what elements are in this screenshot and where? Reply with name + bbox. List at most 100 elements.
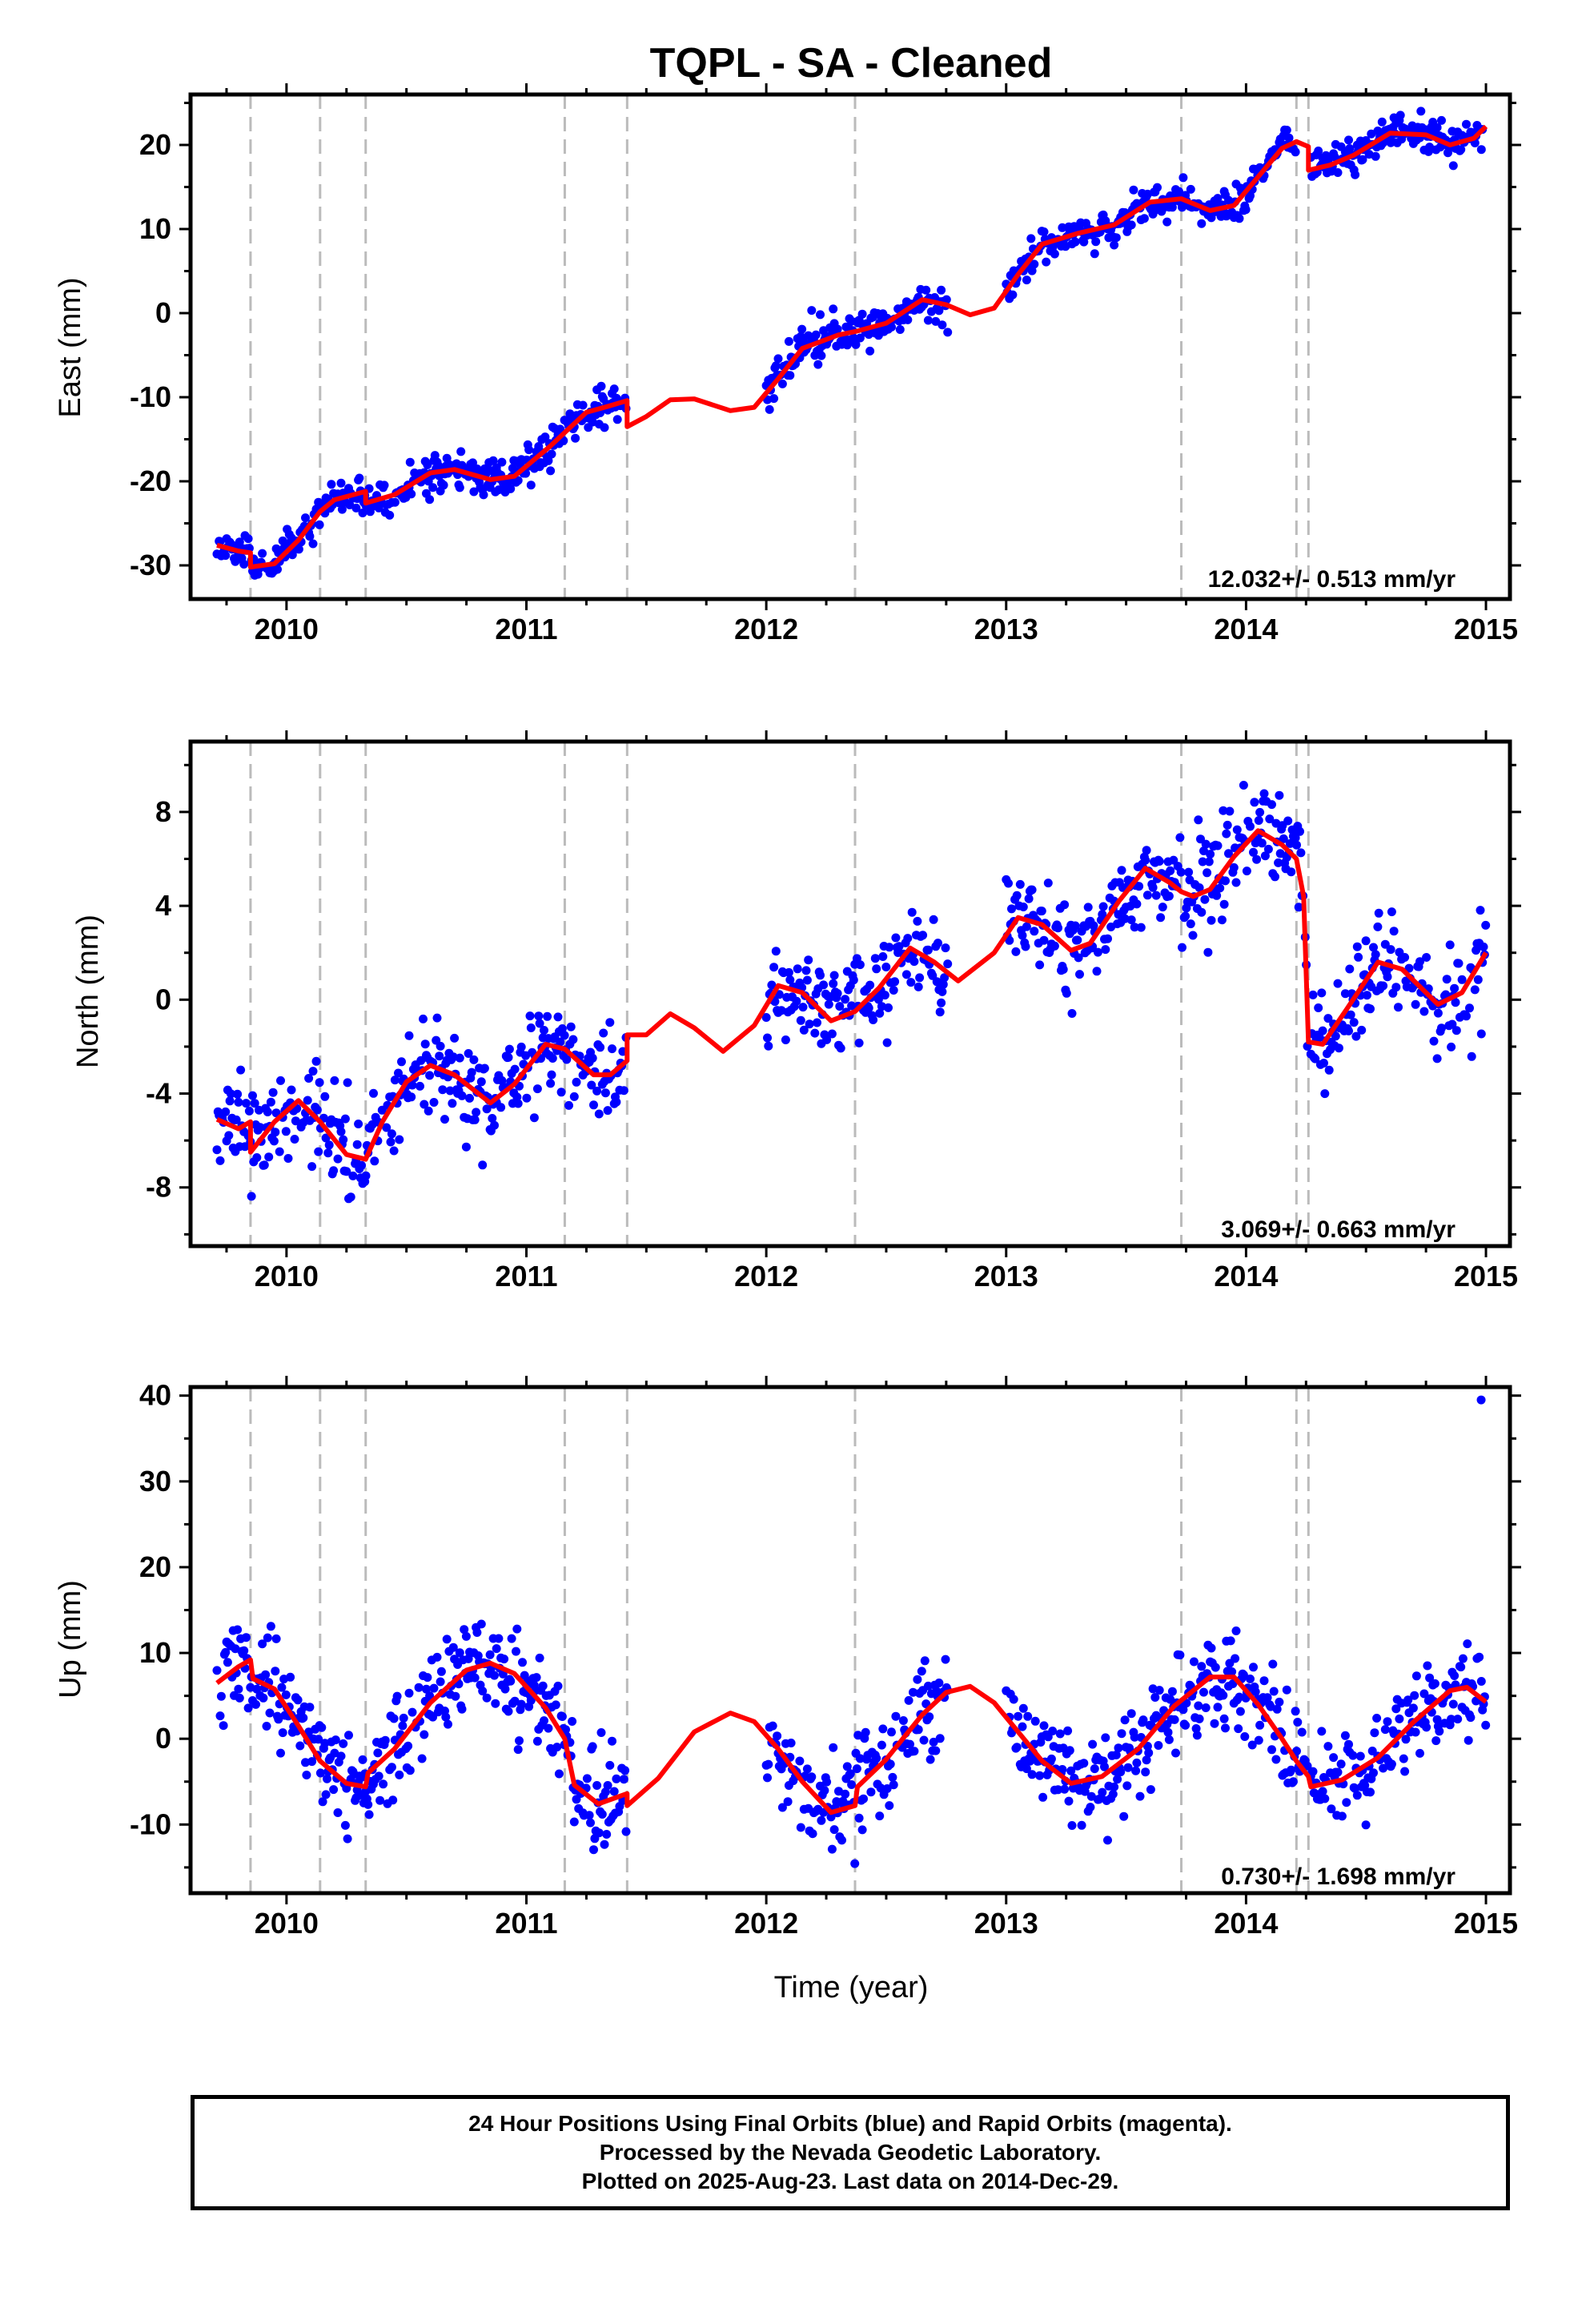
- data-point: [1021, 942, 1030, 951]
- data-point: [1303, 1761, 1312, 1771]
- data-point: [1431, 1736, 1441, 1746]
- data-point: [1259, 789, 1269, 798]
- data-point: [1432, 1054, 1442, 1063]
- data-point: [786, 1739, 796, 1747]
- north-rate-label: 3.069+/- 0.663 mm/yr: [1221, 1216, 1456, 1243]
- x-tick-label: 2014: [1214, 1907, 1278, 1940]
- data-point: [265, 1708, 275, 1718]
- data-point: [1162, 217, 1172, 227]
- data-point: [1295, 826, 1304, 836]
- data-point: [603, 1106, 612, 1116]
- data-point: [276, 1748, 285, 1758]
- data-point: [801, 966, 811, 975]
- data-point: [938, 320, 947, 330]
- data-point: [1120, 1715, 1130, 1725]
- data-point: [1476, 1395, 1486, 1405]
- data-point: [1465, 1003, 1474, 1013]
- data-point: [1192, 1731, 1202, 1740]
- data-point: [1246, 1675, 1255, 1683]
- data-point: [1200, 895, 1210, 904]
- data-point: [1344, 1739, 1353, 1749]
- x-tick-label: 2014: [1214, 613, 1278, 645]
- data-point: [387, 1129, 396, 1139]
- data-point: [784, 336, 793, 346]
- data-point: [796, 1823, 805, 1832]
- data-point: [544, 456, 553, 465]
- data-point: [504, 1052, 513, 1062]
- data-point: [1055, 1729, 1065, 1739]
- data-point: [1111, 1751, 1121, 1759]
- data-point: [1260, 851, 1270, 861]
- data-point: [811, 330, 821, 340]
- x-tick-label: 2010: [255, 1907, 319, 1940]
- data-point: [1018, 931, 1027, 940]
- data-point: [943, 959, 953, 969]
- data-point: [370, 1156, 379, 1166]
- data-point: [852, 1764, 861, 1774]
- data-point: [854, 1038, 864, 1047]
- data-point: [937, 285, 946, 295]
- data-point: [417, 1754, 427, 1763]
- data-point: [379, 1779, 388, 1789]
- data-point: [444, 1719, 452, 1729]
- data-point: [1291, 1707, 1300, 1716]
- data-point: [1024, 894, 1034, 903]
- data-point: [1441, 990, 1451, 999]
- data-point: [1108, 1789, 1118, 1799]
- data-point: [891, 933, 901, 943]
- data-point: [938, 987, 947, 996]
- data-point: [1351, 1031, 1361, 1041]
- data-point: [315, 1768, 325, 1778]
- data-point: [1400, 953, 1410, 962]
- data-point: [236, 1065, 246, 1075]
- data-point: [428, 483, 438, 493]
- data-point: [1206, 850, 1215, 859]
- data-point: [1423, 1661, 1432, 1671]
- data-point: [1255, 1720, 1265, 1730]
- data-point: [816, 310, 825, 320]
- data-point: [472, 1628, 482, 1637]
- data-point: [1070, 237, 1080, 247]
- data-point: [301, 1758, 310, 1767]
- data-point: [469, 1055, 479, 1064]
- data-point: [460, 1625, 469, 1634]
- data-point: [769, 963, 779, 972]
- data-point: [283, 1154, 293, 1163]
- data-point: [1004, 879, 1013, 888]
- data-point: [287, 1085, 296, 1095]
- data-point: [1171, 1748, 1180, 1758]
- data-point: [1369, 943, 1378, 952]
- data-point: [1195, 1714, 1204, 1723]
- data-point: [826, 1812, 836, 1822]
- data-point: [1030, 259, 1039, 269]
- data-point: [1111, 233, 1121, 243]
- data-point: [457, 1704, 467, 1714]
- data-point: [890, 977, 900, 987]
- data-point: [761, 1013, 771, 1022]
- up-axis-label: Up (mm): [54, 1580, 87, 1699]
- data-point: [913, 916, 922, 926]
- data-point: [264, 1152, 274, 1162]
- data-point: [842, 1762, 852, 1771]
- data-point: [810, 1028, 820, 1038]
- data-point: [470, 1115, 480, 1124]
- caption-line-1: 24 Hour Positions Using Final Orbits (bl…: [468, 2111, 1232, 2136]
- data-point: [568, 1035, 578, 1044]
- data-point: [1435, 1727, 1444, 1736]
- data-point: [1331, 1031, 1340, 1041]
- data-point: [423, 1673, 432, 1683]
- data-point: [602, 1830, 612, 1839]
- data-point: [1294, 903, 1303, 912]
- data-point: [1131, 1766, 1141, 1775]
- data-point: [1404, 963, 1414, 973]
- data-point: [1197, 219, 1207, 228]
- data-point: [239, 560, 249, 569]
- data-point: [271, 1634, 281, 1643]
- data-point: [1433, 1008, 1443, 1018]
- data-point: [1235, 1692, 1244, 1702]
- data-point: [824, 999, 833, 1009]
- data-point: [1257, 838, 1267, 848]
- data-point: [1142, 846, 1151, 855]
- data-point: [323, 1148, 333, 1158]
- data-point: [845, 1769, 855, 1779]
